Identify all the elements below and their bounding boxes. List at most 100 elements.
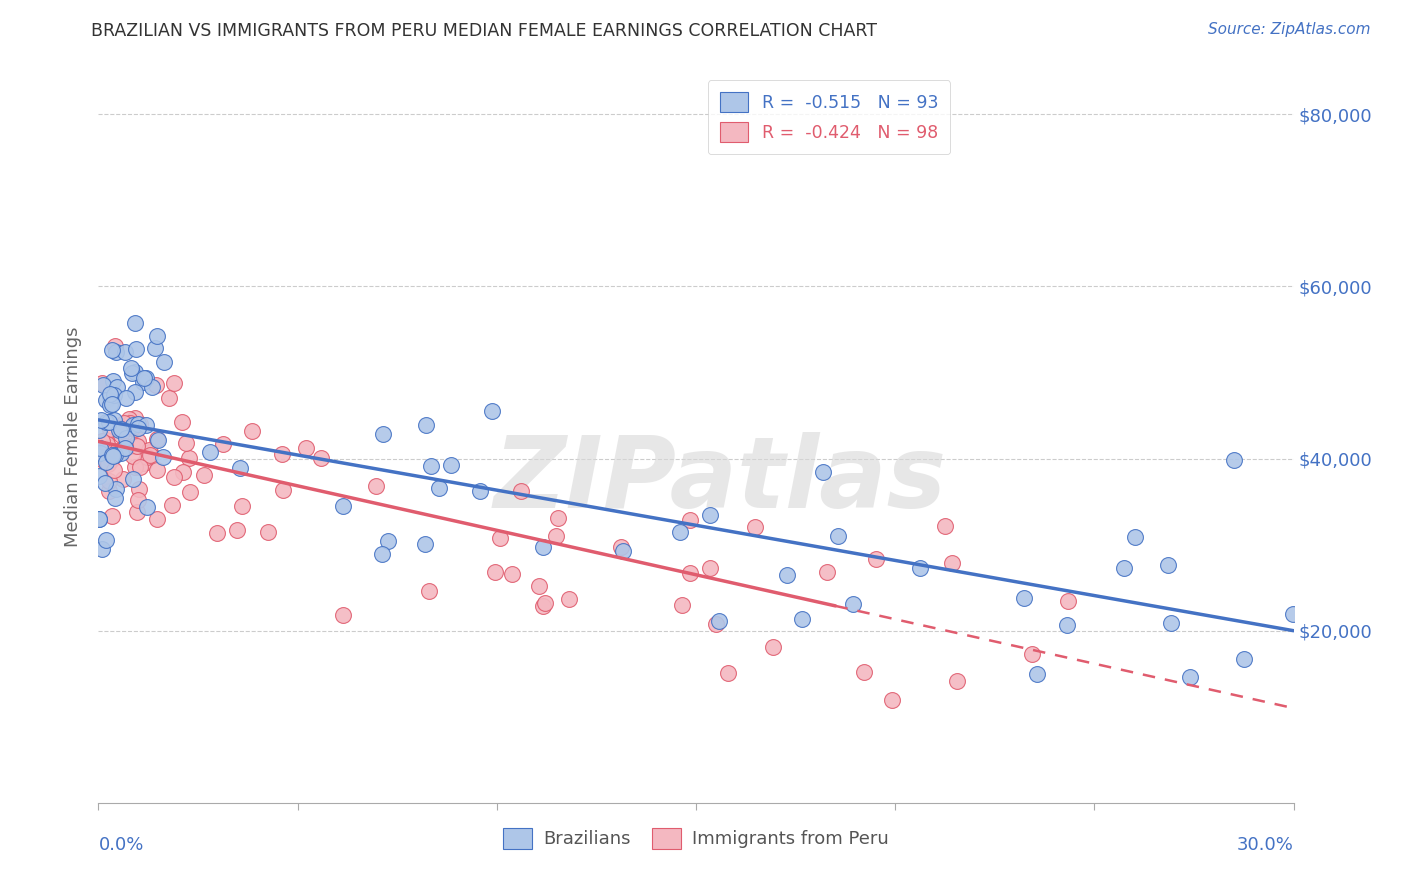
Point — [179, 485, 201, 500]
Point — [110, 422, 132, 436]
Point — [124, 385, 146, 400]
Point — [270, 446, 292, 460]
Point — [105, 344, 128, 359]
Point — [135, 417, 157, 432]
Point — [148, 433, 170, 447]
Point — [544, 529, 567, 543]
Point — [89, 442, 111, 456]
Point — [121, 367, 143, 381]
Point — [124, 422, 146, 436]
Point — [89, 424, 111, 438]
Point — [98, 483, 121, 498]
Point — [1025, 667, 1047, 681]
Point — [93, 452, 115, 467]
Point — [946, 673, 969, 688]
Point — [679, 566, 702, 581]
Text: Source: ZipAtlas.com: Source: ZipAtlas.com — [1208, 22, 1371, 37]
Point — [1160, 615, 1182, 630]
Point — [96, 433, 118, 447]
Point — [418, 583, 440, 598]
Point — [146, 433, 169, 447]
Point — [105, 380, 128, 394]
Point — [152, 450, 174, 465]
Point — [125, 342, 148, 356]
Point — [371, 427, 394, 442]
Point — [89, 512, 111, 526]
Point — [205, 526, 228, 541]
Point — [1056, 618, 1078, 632]
Point — [1123, 530, 1146, 544]
Point — [531, 599, 554, 613]
Point — [125, 505, 148, 519]
Point — [112, 417, 135, 431]
Point — [813, 466, 835, 480]
Point — [94, 393, 117, 408]
Point — [419, 458, 441, 473]
Point — [145, 378, 167, 392]
Point — [533, 596, 555, 610]
Point — [775, 568, 797, 582]
Point — [100, 448, 122, 462]
Point — [138, 442, 160, 457]
Point — [1114, 560, 1136, 574]
Point — [122, 472, 145, 486]
Point — [100, 343, 122, 358]
Point — [138, 445, 160, 459]
Point — [231, 499, 253, 513]
Point — [107, 445, 129, 459]
Point — [136, 450, 159, 465]
Point — [96, 455, 118, 469]
Point — [332, 499, 354, 513]
Point — [91, 376, 114, 391]
Point — [114, 345, 136, 359]
Point — [98, 422, 121, 436]
Point — [440, 458, 463, 472]
Point — [120, 361, 142, 376]
Text: 30.0%: 30.0% — [1237, 836, 1294, 854]
Point — [90, 413, 112, 427]
Point — [177, 450, 200, 465]
Point — [332, 608, 354, 623]
Point — [104, 491, 127, 505]
Point — [96, 415, 118, 429]
Point — [135, 500, 157, 514]
Point — [100, 453, 122, 467]
Point — [679, 513, 702, 527]
Point — [91, 434, 114, 448]
Point — [104, 448, 127, 462]
Point — [172, 465, 194, 479]
Point — [294, 442, 316, 456]
Point — [138, 448, 160, 462]
Point — [114, 442, 136, 456]
Point — [744, 519, 766, 533]
Point — [124, 317, 146, 331]
Point — [1021, 647, 1043, 661]
Point — [699, 508, 721, 523]
Point — [413, 537, 436, 551]
Point — [415, 418, 437, 433]
Point — [101, 449, 124, 463]
Point — [122, 417, 145, 432]
Point — [371, 547, 394, 561]
Point — [132, 376, 155, 390]
Point — [114, 439, 136, 453]
Point — [124, 365, 146, 379]
Point — [110, 427, 132, 442]
Point — [145, 341, 167, 355]
Point — [98, 474, 121, 488]
Point — [174, 435, 197, 450]
Point — [96, 533, 118, 547]
Point — [501, 566, 523, 581]
Point — [484, 565, 506, 579]
Point — [108, 423, 131, 437]
Point — [257, 525, 280, 540]
Point — [377, 533, 399, 548]
Point — [127, 492, 149, 507]
Point — [115, 392, 138, 406]
Point — [717, 665, 740, 680]
Point — [1233, 651, 1256, 665]
Point — [1178, 670, 1201, 684]
Point — [103, 387, 125, 401]
Point — [100, 391, 122, 405]
Point — [157, 391, 180, 405]
